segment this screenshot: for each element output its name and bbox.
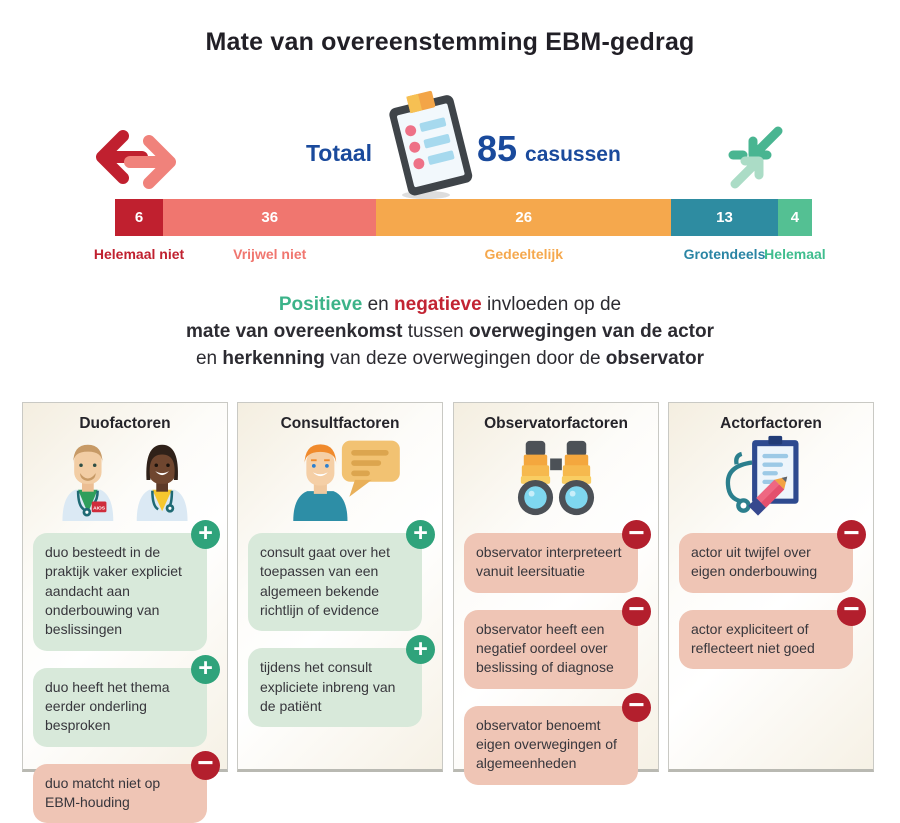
converge-arrows-icon (728, 122, 784, 197)
subtitle-line-3: en herkenning van deze overwegingen door… (0, 345, 900, 372)
card-items: observator interpreteert vanuit leersitu… (454, 533, 658, 785)
factor-item: duo heeft het thema eerder onderling bes… (33, 668, 207, 747)
subtitle: Positieve en negatieve invloeden op de m… (0, 291, 900, 372)
minus-icon: − (837, 597, 866, 626)
card-items: actor uit twijfel over eigen onderbouwin… (669, 533, 873, 669)
factor-item-text: observator interpreteert vanuit leersitu… (476, 544, 622, 579)
minus-icon: − (622, 693, 651, 722)
card-title: Observatorfactoren (460, 415, 652, 433)
factor-item-text: observator benoemt eigen overwegingen of… (476, 717, 617, 772)
plus-icon: + (406, 635, 435, 664)
factor-item-text: observator heeft een negatief oordeel ov… (476, 621, 614, 676)
bar-segment: 4 (778, 199, 812, 236)
factor-item-text: duo heeft het thema eerder onderling bes… (45, 679, 170, 734)
card-title: Duofactoren (29, 415, 221, 433)
factor-item: consult gaat over het toepassen van een … (248, 533, 422, 631)
diverge-arrows-icon (90, 127, 182, 198)
card-title: Actorfactoren (675, 415, 867, 433)
bar-segment: 6 (115, 199, 163, 236)
bar-segment-label: Gedeeltelijk (484, 246, 563, 262)
bar-segment: 36 (163, 199, 376, 236)
card-consultfactoren: Consultfactoren consult gaat over het to… (237, 402, 443, 772)
subtitle-line-2: mate van overeenkomst tussen overweginge… (0, 318, 900, 345)
factor-item-text: actor expliciteert of reflecteert niet g… (691, 621, 815, 656)
infographic-canvas: { "title": "Mate van overeenstemming EBM… (0, 0, 900, 800)
clipboard-stethoscope-pencil-icon (669, 435, 873, 521)
card-items: consult gaat over het toepassen van een … (238, 533, 442, 727)
aios-badge-text: AIOS (93, 505, 106, 511)
card-duofactoren: Duofactoren AIOS (22, 402, 228, 772)
total-count: 85 casussen (477, 128, 621, 170)
card-actorfactoren: Actorfactoren actor uit twijfel over eig… (668, 402, 874, 772)
factor-item-text: consult gaat over het toepassen van een … (260, 544, 390, 618)
bar-segment-label: Vrijwel niet (233, 246, 306, 262)
factor-item-text: actor uit twijfel over eigen onderbouwin… (691, 544, 817, 579)
bar-segment-label: Helemaal niet (94, 246, 184, 262)
card-title: Consultfactoren (244, 415, 436, 433)
clipboard-icon (384, 90, 480, 207)
card-items: duo besteedt in de praktijk vaker explic… (23, 533, 227, 823)
binoculars-icon (454, 435, 658, 521)
card-observatorfactoren: Observatorfactoren ob (453, 402, 659, 772)
minus-icon: − (622, 597, 651, 626)
factor-item: observator interpreteert vanuit leersitu… (464, 533, 638, 593)
bar-segment: 13 (671, 199, 778, 236)
page-title: Mate van overeenstemming EBM-gedrag (0, 28, 900, 57)
bar-segment: 26 (376, 199, 671, 236)
subtitle-line-1: Positieve en negatieve invloeden op de (0, 291, 900, 318)
minus-icon: − (191, 751, 220, 780)
minus-icon: − (622, 520, 651, 549)
plus-icon: + (406, 520, 435, 549)
plus-icon: + (191, 655, 220, 684)
factor-item-text: duo besteedt in de praktijk vaker explic… (45, 544, 182, 637)
two-doctors-icon: AIOS (23, 435, 227, 521)
total-count-value: 85 (477, 128, 517, 170)
plus-icon: + (191, 520, 220, 549)
factor-item: actor uit twijfel over eigen onderbouwin… (679, 533, 853, 593)
factor-item: tijdens het consult expliciete inbreng v… (248, 648, 422, 727)
factor-item: observator benoemt eigen overwegingen of… (464, 706, 638, 785)
factor-item: duo matcht niet op EBM-houding− (33, 764, 207, 823)
person-speech-bubble-icon (238, 435, 442, 521)
factor-item-text: tijdens het consult expliciete inbreng v… (260, 659, 395, 714)
factor-item: duo besteedt in de praktijk vaker explic… (33, 533, 207, 651)
factor-item-text: duo matcht niet op EBM-houding (45, 775, 160, 810)
bar-segment-label: Grotendeels (684, 246, 766, 262)
factor-item: actor expliciteert of reflecteert niet g… (679, 610, 853, 670)
minus-icon: − (837, 520, 866, 549)
bar-segment-label: Helemaal (764, 246, 825, 262)
total-label: Totaal (272, 140, 372, 167)
factor-item: observator heeft een negatief oordeel ov… (464, 610, 638, 689)
total-count-unit: casussen (525, 143, 621, 167)
